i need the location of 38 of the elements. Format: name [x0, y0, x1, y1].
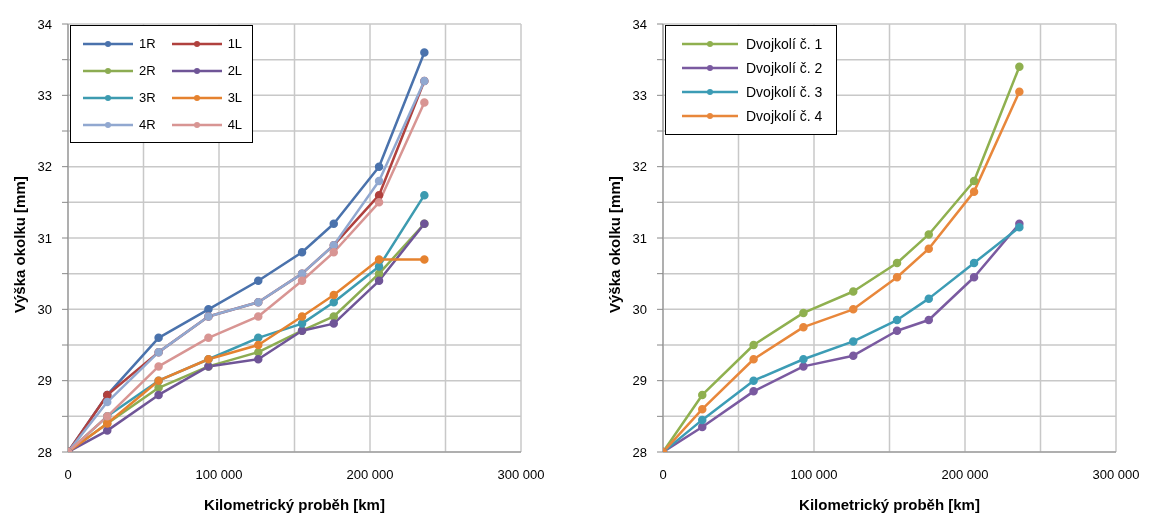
x-tick-label: 300 000 [1092, 467, 1140, 483]
y-tick-label: 29 [37, 373, 52, 389]
legend-label: 1L [227, 36, 243, 51]
x-tick-label: 300 000 [497, 467, 545, 483]
legend-label: Dvojkolí č. 1 [746, 36, 823, 52]
x-axis-title: Kilometrický proběh [km] [204, 496, 385, 513]
y-tick-label: 33 [37, 87, 52, 103]
x-axis-title: Kilometrický proběh [km] [799, 496, 980, 513]
legend-label: 4L [227, 117, 243, 132]
legend-label: 3L [227, 90, 243, 105]
legend-label: Dvojkolí č. 2 [746, 60, 823, 76]
y-tick-label: 34 [632, 16, 647, 32]
y-tick-label: 32 [37, 159, 52, 175]
y-tick-label: 28 [632, 444, 647, 460]
x-tick-label: 0 [64, 467, 72, 483]
legend-label: 1R [139, 36, 156, 51]
x-tick-label: 0 [659, 467, 667, 483]
y-tick-label: 31 [632, 230, 647, 246]
y-tick-label: 30 [37, 301, 52, 317]
y-axis-title: Výška okolku [mm] [606, 176, 624, 313]
y-axis-title: Výška okolku [mm] [11, 176, 29, 313]
y-tick-label: 31 [37, 230, 52, 246]
y-tick-label: 34 [37, 16, 52, 32]
y-tick-label: 32 [632, 159, 647, 175]
legend-label: 2R [139, 63, 156, 78]
legend-label: 2L [227, 63, 243, 78]
y-tick-label: 28 [37, 444, 52, 460]
y-tick-label: 29 [632, 373, 647, 389]
y-tick-label: 33 [632, 87, 647, 103]
legend-label: 4R [139, 117, 156, 132]
legend-label: Dvojkolí č. 3 [746, 84, 823, 100]
legend-label: Dvojkolí č. 4 [746, 108, 823, 124]
x-tick-label: 100 000 [195, 467, 243, 483]
y-tick-label: 30 [632, 301, 647, 317]
legend-label: 3R [139, 90, 156, 105]
x-tick-label: 100 000 [790, 467, 838, 483]
x-tick-label: 200 000 [941, 467, 989, 483]
x-tick-label: 200 000 [346, 467, 394, 483]
